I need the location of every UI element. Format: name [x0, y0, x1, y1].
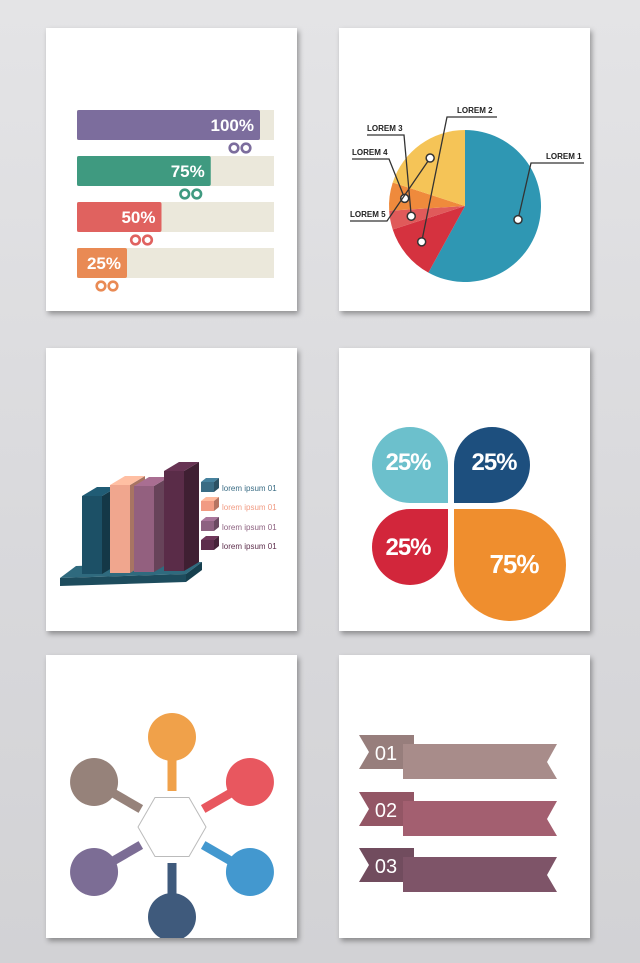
chart-base-side — [186, 562, 202, 582]
petal — [372, 427, 448, 503]
diagram-node — [148, 713, 196, 761]
legend-label: lorem ipsum 01 — [222, 484, 277, 493]
pie-slice — [392, 206, 465, 273]
petal-value-label: 75% — [489, 549, 539, 579]
bar-fill — [77, 202, 162, 232]
bar-value-label: 75% — [171, 162, 205, 181]
bar-value-label: 50% — [121, 208, 155, 227]
leader-line — [517, 162, 584, 220]
hexagon-diagram-card — [46, 655, 297, 938]
bar — [164, 471, 184, 571]
pie-chart-card: LOREM 1 LOREM 2 LOREM 3 LOREM 4 LOREM 5 — [339, 28, 590, 311]
petal — [454, 509, 566, 621]
legend-swatch — [201, 521, 214, 531]
bar-value-label: 25% — [87, 254, 121, 273]
bar-side — [184, 462, 199, 571]
petal-chart: 25% 25% 25% 75% — [372, 427, 566, 621]
diagram-node — [225, 758, 274, 806]
ring-icon — [141, 234, 154, 246]
bar-fill — [77, 248, 127, 278]
petal — [454, 427, 530, 503]
petal-value-label: 25% — [385, 449, 431, 476]
bar — [110, 485, 130, 573]
leader-dot — [513, 214, 523, 225]
legend-swatch-top — [201, 497, 219, 501]
petal — [372, 509, 448, 585]
ribbon-band — [403, 801, 557, 836]
bar-top — [110, 476, 145, 485]
hexagon-diagram — [70, 713, 274, 938]
ribbon-number: 01 — [375, 743, 397, 765]
ring-icon — [240, 142, 252, 154]
pie-label: LOREM 5 — [350, 210, 386, 219]
leader-dot — [425, 153, 435, 163]
legend-swatch-top — [201, 536, 219, 540]
ribbons-card: 01 02 03 — [339, 655, 590, 938]
ring-icon — [95, 280, 107, 292]
bar-fill — [77, 110, 260, 140]
petal-chart-card: 25% 25% 25% 75% — [339, 348, 590, 631]
3d-bar-chart: lorem ipsum 01 lorem ipsum 01 lorem ipsum … — [60, 462, 277, 586]
center-hexagon-outline — [137, 797, 207, 857]
legend-swatch-top — [201, 517, 219, 521]
leader-dot — [406, 211, 416, 222]
pie-slice — [428, 130, 541, 282]
bar-fill — [77, 156, 211, 186]
ribbon-band — [403, 744, 557, 779]
ribbon-tail — [359, 848, 414, 882]
petal-value-label: 25% — [471, 449, 517, 476]
bar — [134, 486, 154, 572]
ring-icon — [228, 142, 240, 154]
bar-top — [82, 487, 117, 496]
leader-line — [352, 158, 406, 199]
pie-label: LOREM 4 — [352, 148, 388, 157]
pie-chart: LOREM 1 LOREM 2 LOREM 3 LOREM 4 LOREM 5 — [350, 106, 584, 282]
legend-swatch-side — [214, 497, 219, 511]
progress-bars-chart: 100% 75% 50% 25% — [77, 110, 274, 292]
progress-bars-card: 100% 75% 50% 25% — [46, 28, 297, 311]
legend-label: lorem ipsum 01 — [222, 542, 277, 551]
numbered-ribbons: 01 02 03 — [359, 735, 557, 892]
ring-icon — [191, 188, 203, 200]
bar-top — [134, 477, 169, 486]
legend-swatch-side — [214, 517, 219, 531]
ring-icon — [129, 234, 142, 246]
ribbon-band — [403, 857, 557, 892]
bar-value-label: 100% — [211, 116, 254, 135]
leader-line — [350, 157, 431, 222]
pie-label: LOREM 3 — [367, 124, 403, 133]
bar-top — [164, 462, 199, 471]
leader-dot — [416, 237, 427, 247]
legend-label: lorem ipsum 01 — [222, 503, 277, 512]
ribbon-tail — [359, 792, 414, 826]
legend-swatch — [201, 482, 214, 492]
legend-swatch-side — [214, 478, 219, 492]
ring-icon — [107, 280, 119, 292]
legend-swatch-top — [201, 478, 219, 482]
legend-swatch-side — [214, 536, 219, 550]
3d-bar-chart-card: lorem ipsum 01 lorem ipsum 01 lorem ipsum … — [46, 348, 297, 631]
pie-label: LOREM 2 — [457, 106, 493, 115]
ring-icon — [179, 188, 191, 200]
petal-value-label: 25% — [385, 534, 431, 561]
legend-swatch — [201, 501, 214, 511]
ribbon-tail — [359, 735, 414, 769]
legend-label: lorem ipsum 01 — [222, 523, 277, 532]
legend-swatch — [201, 540, 214, 550]
ribbon-number: 02 — [375, 800, 397, 822]
diagram-node — [225, 848, 274, 896]
diagram-node — [70, 848, 119, 896]
diagram-node — [70, 758, 119, 806]
bar — [82, 496, 102, 574]
pie-label: LOREM 1 — [546, 152, 582, 161]
ribbon-number: 03 — [375, 856, 397, 878]
leader-line — [421, 116, 497, 242]
chart-base-front — [60, 574, 186, 586]
diagram-node — [148, 893, 196, 938]
